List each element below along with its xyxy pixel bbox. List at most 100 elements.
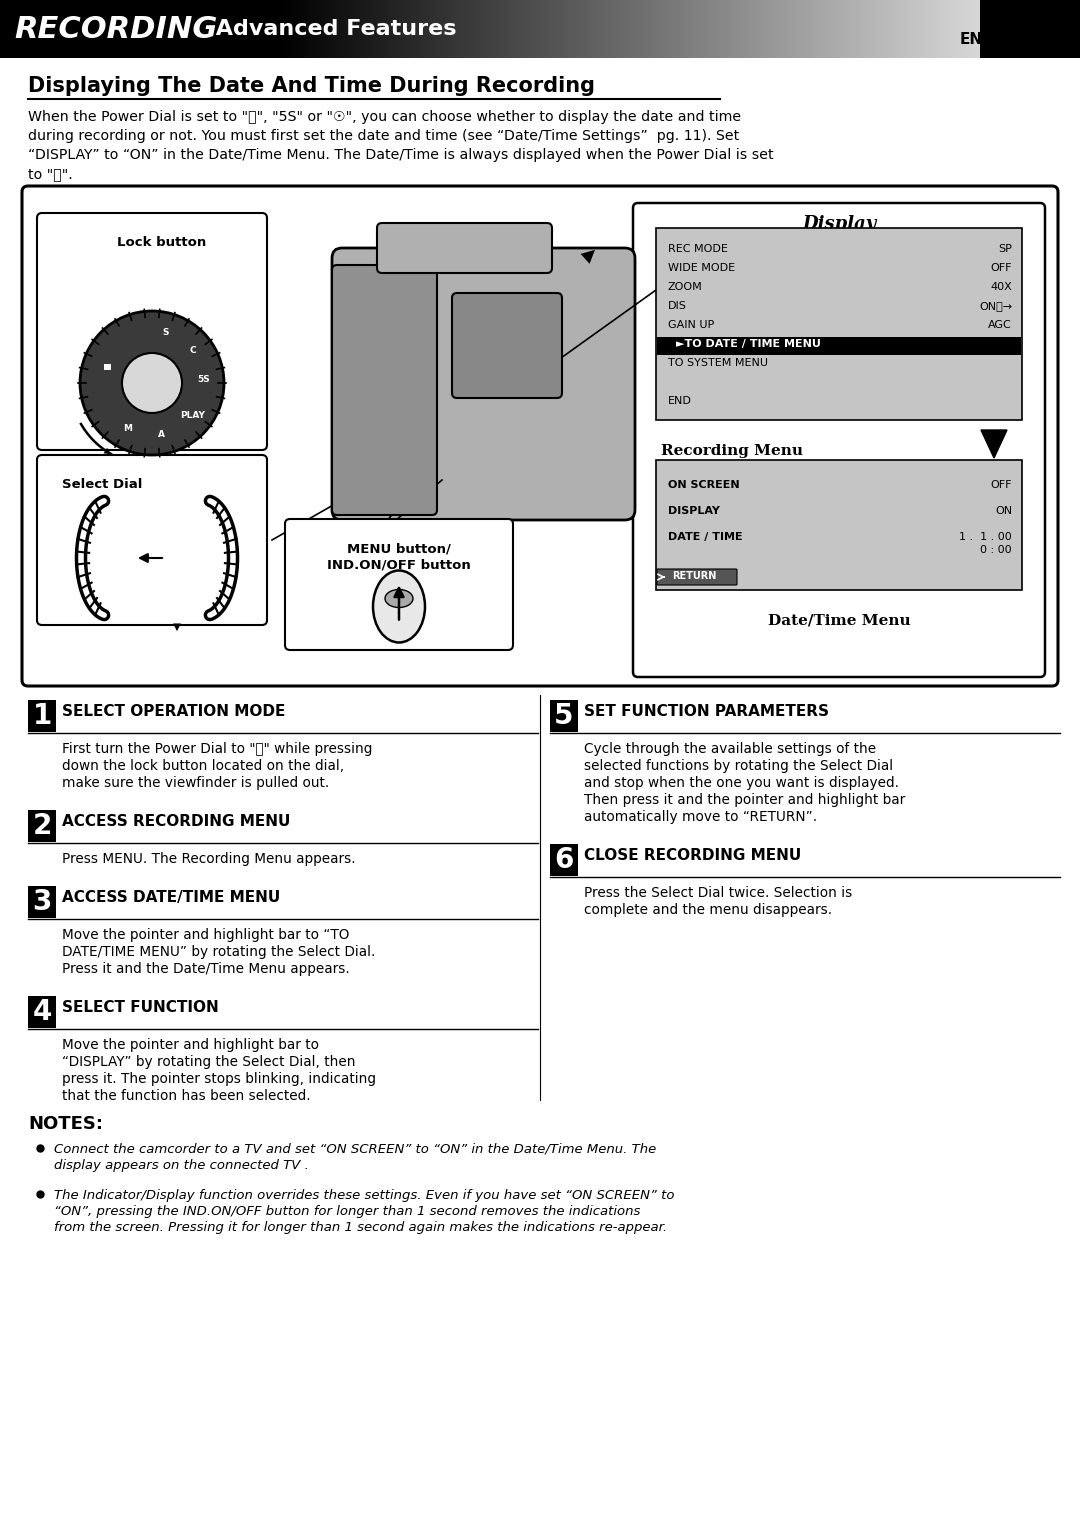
Text: C: C xyxy=(190,346,197,356)
Bar xyxy=(657,337,1021,356)
Text: 5S: 5S xyxy=(198,376,211,383)
Text: to "Ⓐ".: to "Ⓐ". xyxy=(28,167,72,181)
FancyBboxPatch shape xyxy=(285,520,513,650)
Text: ACCESS RECORDING MENU: ACCESS RECORDING MENU xyxy=(62,814,291,829)
Text: Lock button: Lock button xyxy=(118,236,206,248)
Text: 2: 2 xyxy=(32,812,52,840)
Text: Press it and the Date/Time Menu appears.: Press it and the Date/Time Menu appears. xyxy=(62,963,350,977)
Text: PLAY: PLAY xyxy=(180,411,205,420)
Text: DISPLAY: DISPLAY xyxy=(669,506,720,517)
Text: DATE / TIME: DATE / TIME xyxy=(669,532,743,543)
Text: SELECT FUNCTION: SELECT FUNCTION xyxy=(62,1000,219,1015)
Text: S: S xyxy=(162,328,168,337)
Bar xyxy=(550,845,578,875)
Text: RECORDING: RECORDING xyxy=(14,14,217,43)
Text: 4: 4 xyxy=(32,998,52,1026)
Text: Cycle through the available settings of the: Cycle through the available settings of … xyxy=(584,742,876,756)
Text: “ON”, pressing the IND.ON/OFF button for longer than 1 second removes the indica: “ON”, pressing the IND.ON/OFF button for… xyxy=(54,1205,640,1219)
FancyBboxPatch shape xyxy=(37,213,267,451)
Text: The Indicator/Display function overrides these settings. Even if you have set “O: The Indicator/Display function overrides… xyxy=(54,1190,675,1202)
Text: AGC: AGC xyxy=(988,320,1012,330)
Text: down the lock button located on the dial,: down the lock button located on the dial… xyxy=(62,759,345,773)
Text: from the screen. Pressing it for longer than 1 second again makes the indication: from the screen. Pressing it for longer … xyxy=(54,1220,667,1234)
Text: CLOSE RECORDING MENU: CLOSE RECORDING MENU xyxy=(584,848,801,863)
Polygon shape xyxy=(981,429,1007,458)
Text: Date/Time Menu: Date/Time Menu xyxy=(768,615,910,629)
Text: ACCESS DATE/TIME MENU: ACCESS DATE/TIME MENU xyxy=(62,891,280,904)
Text: complete and the menu disappears.: complete and the menu disappears. xyxy=(584,903,832,917)
Text: NOTES:: NOTES: xyxy=(28,1114,103,1133)
Text: SET FUNCTION PARAMETERS: SET FUNCTION PARAMETERS xyxy=(584,704,829,719)
FancyBboxPatch shape xyxy=(633,202,1045,678)
Bar xyxy=(656,460,1022,590)
Text: Displaying The Date And Time During Recording: Displaying The Date And Time During Reco… xyxy=(28,77,595,97)
Text: END: END xyxy=(669,396,692,406)
Text: DIS: DIS xyxy=(669,300,687,311)
Text: make sure the viewfinder is pulled out.: make sure the viewfinder is pulled out. xyxy=(62,776,329,789)
Text: OFF: OFF xyxy=(990,480,1012,491)
Text: ZOOM: ZOOM xyxy=(669,282,703,291)
Bar xyxy=(656,228,1022,420)
Ellipse shape xyxy=(373,570,426,642)
Text: 23: 23 xyxy=(985,0,1066,55)
Text: Press MENU. The Recording Menu appears.: Press MENU. The Recording Menu appears. xyxy=(62,852,355,866)
Text: Power Dial: Power Dial xyxy=(111,431,192,445)
Text: ON⒳→: ON⒳→ xyxy=(978,300,1012,311)
Text: GAIN UP: GAIN UP xyxy=(669,320,714,330)
Ellipse shape xyxy=(384,590,413,607)
Text: EN: EN xyxy=(960,32,983,46)
Text: Select Dial: Select Dial xyxy=(62,478,143,491)
Text: TO SYSTEM MENU: TO SYSTEM MENU xyxy=(669,359,768,368)
Text: A: A xyxy=(158,429,164,438)
Text: selected functions by rotating the Select Dial: selected functions by rotating the Selec… xyxy=(584,759,893,773)
Text: 1 .  1 . 00: 1 . 1 . 00 xyxy=(959,532,1012,543)
Text: 1: 1 xyxy=(32,702,52,730)
Text: 40X: 40X xyxy=(990,282,1012,291)
Text: Press the Select Dial twice. Selection is: Press the Select Dial twice. Selection i… xyxy=(584,886,852,900)
Circle shape xyxy=(80,311,224,455)
Text: Then press it and the pointer and highlight bar: Then press it and the pointer and highli… xyxy=(584,793,905,806)
Bar xyxy=(28,809,56,842)
Text: Connect the camcorder to a TV and set “ON SCREEN” to “ON” in the Date/Time Menu.: Connect the camcorder to a TV and set “O… xyxy=(54,1144,657,1156)
Text: SELECT OPERATION MODE: SELECT OPERATION MODE xyxy=(62,704,285,719)
Text: ►TO DATE / TIME MENU: ►TO DATE / TIME MENU xyxy=(676,339,821,350)
Text: automatically move to “RETURN”.: automatically move to “RETURN”. xyxy=(584,809,818,825)
Bar xyxy=(28,886,56,918)
Bar xyxy=(28,701,56,731)
Text: First turn the Power Dial to "Ⓜ" while pressing: First turn the Power Dial to "Ⓜ" while p… xyxy=(62,742,373,756)
Text: MENU button/: MENU button/ xyxy=(347,543,451,555)
Bar xyxy=(104,365,111,371)
FancyBboxPatch shape xyxy=(332,248,635,520)
Text: that the function has been selected.: that the function has been selected. xyxy=(62,1088,311,1104)
Text: 3: 3 xyxy=(32,888,52,917)
Text: 6: 6 xyxy=(554,846,573,874)
Text: SP: SP xyxy=(998,244,1012,254)
Text: DATE/TIME MENU” by rotating the Select Dial.: DATE/TIME MENU” by rotating the Select D… xyxy=(62,944,376,960)
Text: “DISPLAY” by rotating the Select Dial, then: “DISPLAY” by rotating the Select Dial, t… xyxy=(62,1055,355,1069)
Bar xyxy=(0,0,1080,58)
Text: “DISPLAY” to “ON” in the Date/Time Menu. The Date/Time is always displayed when : “DISPLAY” to “ON” in the Date/Time Menu.… xyxy=(28,149,773,162)
Text: Move the pointer and highlight bar to: Move the pointer and highlight bar to xyxy=(62,1038,319,1052)
Text: M: M xyxy=(123,425,132,434)
Text: display appears on the connected TV .: display appears on the connected TV . xyxy=(54,1159,309,1173)
FancyBboxPatch shape xyxy=(377,222,552,273)
Bar xyxy=(550,701,578,731)
Text: RETURN: RETURN xyxy=(672,570,716,581)
Text: OFF: OFF xyxy=(990,264,1012,273)
Text: 0 : 00: 0 : 00 xyxy=(981,546,1012,555)
Text: REC MODE: REC MODE xyxy=(669,244,728,254)
Text: during recording or not. You must first set the date and time (see “Date/Time Se: during recording or not. You must first … xyxy=(28,129,739,143)
Text: Display: Display xyxy=(802,215,877,233)
Text: WIDE MODE: WIDE MODE xyxy=(669,264,735,273)
Text: press it. The pointer stops blinking, indicating: press it. The pointer stops blinking, in… xyxy=(62,1072,376,1085)
Bar xyxy=(28,996,56,1029)
FancyBboxPatch shape xyxy=(332,265,437,515)
Text: ON SCREEN: ON SCREEN xyxy=(669,480,740,491)
Text: Recording Menu: Recording Menu xyxy=(661,445,804,458)
Text: When the Power Dial is set to "Ⓜ", "5S" or "☉", you can choose whether to displa: When the Power Dial is set to "Ⓜ", "5S" … xyxy=(28,110,741,124)
FancyBboxPatch shape xyxy=(453,293,562,399)
Text: Advanced Features: Advanced Features xyxy=(208,18,457,38)
Circle shape xyxy=(122,353,183,412)
Text: 5: 5 xyxy=(554,702,573,730)
Text: Move the pointer and highlight bar to “TO: Move the pointer and highlight bar to “T… xyxy=(62,927,349,941)
